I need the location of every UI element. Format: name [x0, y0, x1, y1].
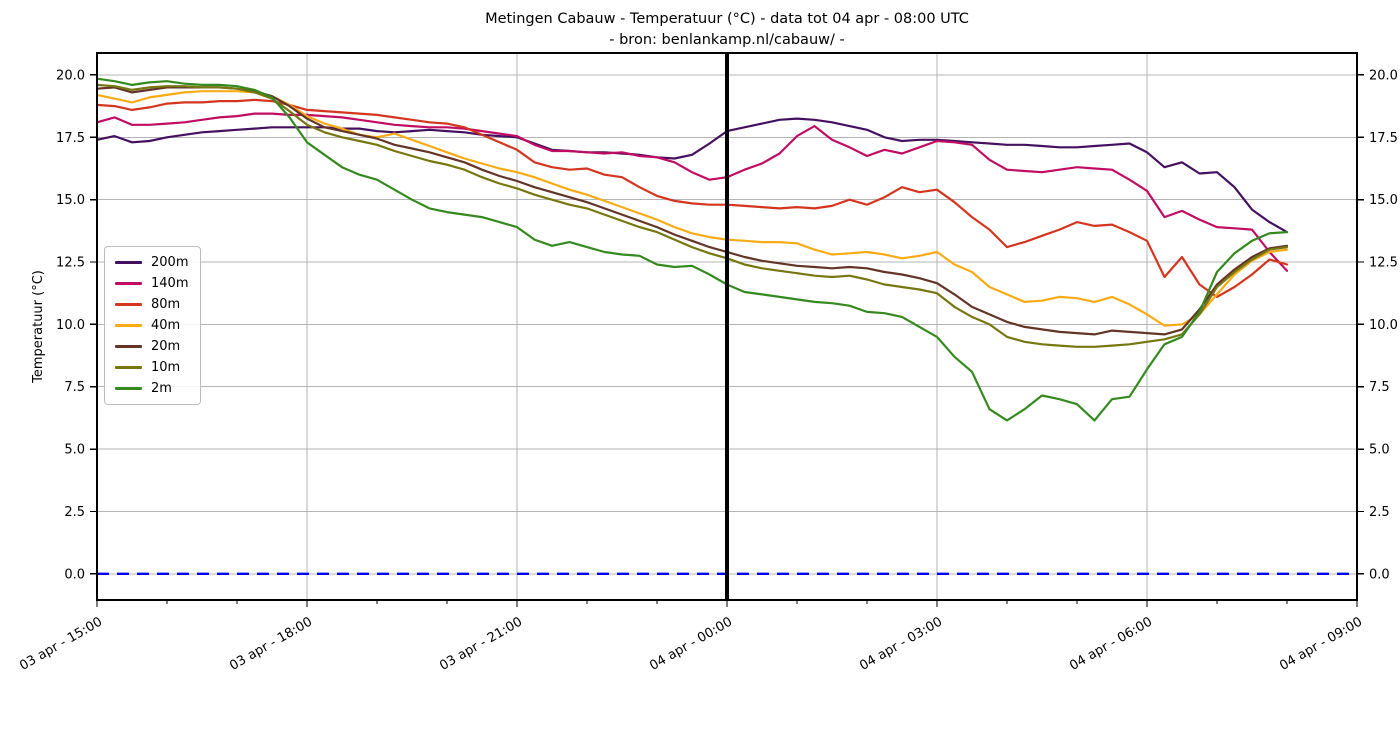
legend-label: 140m: [151, 276, 189, 291]
legend-item-140m: 140m: [115, 276, 188, 291]
series-line-10m: [95, 83, 1289, 348]
y-tick-label-right: 0.0: [1369, 567, 1390, 582]
chart-header: Metingen Cabauw - Temperatuur (°C) - dat…: [97, 9, 1357, 50]
y-tick-label: 15.0: [56, 193, 85, 208]
legend-label: 200m: [151, 255, 189, 270]
y-tick-label-right: 15.0: [1369, 193, 1398, 208]
y-tick-label: 17.5: [56, 131, 85, 146]
legend-line-swatch: [115, 345, 142, 348]
legend-line-swatch: [115, 303, 142, 306]
y-tick-label-right: 17.5: [1369, 131, 1398, 146]
y-tick-label: 0.0: [64, 567, 85, 582]
legend-item-20m: 20m: [115, 339, 188, 354]
x-tick-label: 03 apr - 15:00: [17, 614, 105, 673]
legend-label: 80m: [151, 297, 181, 312]
legend-item-80m: 80m: [115, 297, 188, 312]
y-tick-label-right: 12.5: [1369, 256, 1398, 271]
y-tick-label-right: 7.5: [1369, 380, 1390, 395]
legend-item-40m: 40m: [115, 318, 188, 333]
series-line-20m: [95, 86, 1289, 336]
legend-label: 40m: [151, 318, 181, 333]
legend-line-swatch: [115, 282, 142, 285]
legend-item-10m: 10m: [115, 360, 188, 375]
y-tick-label: 2.5: [64, 505, 85, 520]
series-line-80m: [95, 98, 1289, 298]
legend-item-2m: 2m: [115, 381, 188, 396]
y-tick-label-right: 20.0: [1369, 68, 1398, 83]
y-tick-label: 12.5: [56, 256, 85, 271]
series-line-40m: [95, 90, 1289, 327]
legend: 200m 140m 80m 40m 20m 10m 2m: [104, 246, 202, 405]
chart-subtitle: - bron: benlankamp.nl/cabauw/ -: [609, 31, 845, 48]
legend-line-swatch: [115, 324, 142, 327]
x-tick-label: 03 apr - 18:00: [227, 614, 315, 673]
x-tick-label: 04 apr - 09:00: [1277, 614, 1365, 673]
series-line-200m: [95, 117, 1289, 234]
x-tick-label: 03 apr - 21:00: [437, 614, 525, 673]
legend-label: 2m: [151, 381, 172, 396]
y-tick-label: 10.0: [56, 318, 85, 333]
chart-title: Metingen Cabauw - Temperatuur (°C) - dat…: [485, 11, 969, 27]
legend-label: 20m: [151, 339, 181, 354]
legend-line-swatch: [115, 366, 142, 369]
legend-item-200m: 200m: [115, 255, 188, 270]
y-tick-label-right: 5.0: [1369, 443, 1390, 458]
y-tick-label: 7.5: [64, 380, 85, 395]
y-axis-title: Temperatuur (°C): [31, 270, 46, 384]
series-line-2m: [95, 77, 1289, 422]
x-tick-label: 04 apr - 03:00: [857, 614, 945, 673]
legend-line-swatch: [115, 261, 142, 264]
legend-line-swatch: [115, 387, 142, 390]
legend-label: 10m: [151, 360, 181, 375]
y-tick-label: 20.0: [56, 68, 85, 83]
y-tick-label: 5.0: [64, 443, 85, 458]
x-tick-label: 04 apr - 06:00: [1067, 614, 1155, 673]
x-tick-label: 04 apr - 00:00: [647, 614, 735, 673]
y-tick-label-right: 10.0: [1369, 318, 1398, 333]
y-tick-label-right: 2.5: [1369, 505, 1390, 520]
